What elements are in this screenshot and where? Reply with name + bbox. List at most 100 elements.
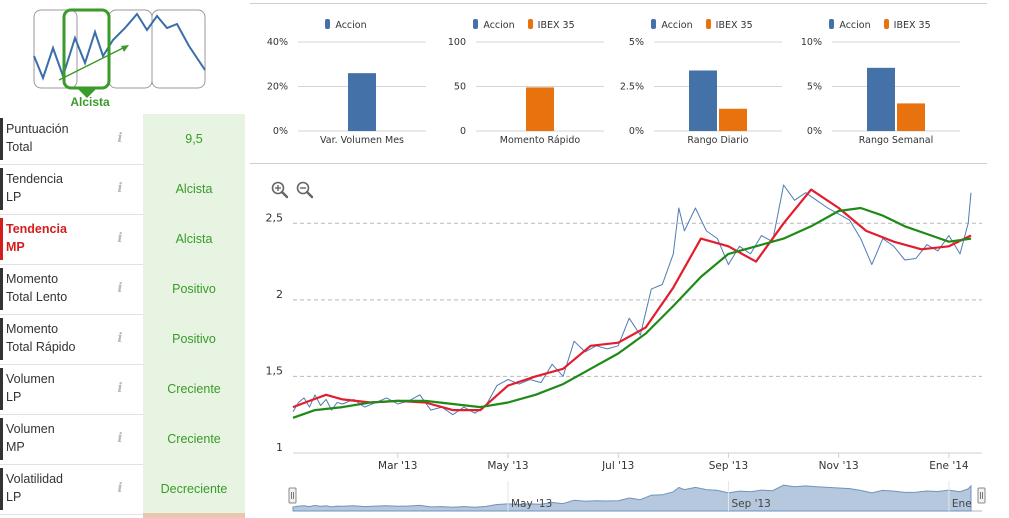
handle-body[interactable] (977, 487, 986, 504)
legend-swatch (527, 19, 533, 29)
y-tick-label: 0% (273, 126, 288, 137)
navigator-handle-left[interactable] (288, 487, 297, 504)
legend-ibex[interactable]: IBEX 35 (883, 19, 931, 31)
y-tick-label: 2 (276, 288, 283, 301)
row-marker (0, 218, 3, 260)
info-icon[interactable]: i (117, 481, 123, 496)
mini-xlabel: Rango Diario (687, 135, 749, 146)
legend-swatch (883, 19, 889, 29)
y-tick-label: 0% (807, 126, 822, 137)
indicator-row-volatilidad-lp: Volatilidad LP i Decreciente (0, 464, 245, 515)
y-tick-label: 100 (448, 37, 466, 48)
trend-sparkline (33, 12, 206, 81)
legend-accion[interactable]: Accion (473, 19, 515, 31)
info-icon[interactable]: i (117, 281, 123, 296)
y-tick-label: 2,5 (266, 211, 284, 224)
y-tick-label: 1 (276, 441, 283, 454)
bar-ibex[interactable] (526, 87, 554, 131)
row-marker (0, 168, 3, 210)
indicator-panel: Alcista Puntuación Total i 9,5 Tendencia L… (0, 0, 245, 518)
legend-swatch (325, 19, 331, 29)
row-marker (0, 318, 3, 360)
info-icon[interactable]: i (117, 131, 123, 146)
info-icon[interactable]: i (117, 231, 123, 246)
legend-ibex[interactable]: IBEX 35 (527, 19, 575, 31)
trend-pointer-icon (77, 88, 97, 98)
indicator-row-momento-lento: Momento Total Lento i Positivo (0, 264, 245, 315)
navigator-label: May '13 (511, 498, 552, 510)
y-tick-label: 2.5% (620, 82, 644, 93)
info-icon[interactable]: i (117, 431, 123, 446)
info-icon[interactable]: i (117, 181, 123, 196)
legend-ibex[interactable]: IBEX 35 (705, 19, 753, 31)
indicator-row-tendencia-lp: Tendencia LP i Alcista (0, 164, 245, 215)
trend-label: Alcista (70, 95, 110, 109)
row-marker (0, 418, 3, 460)
trend-selector[interactable] (33, 8, 207, 110)
mini-chart-momento-rapido: Accion IBEX 35 100 50 0 Momento Rápido (436, 14, 612, 154)
handle-body[interactable] (288, 487, 297, 504)
mid-rule (250, 163, 987, 164)
indicator-value: Alcista (143, 214, 245, 264)
y-tick-label: 5% (807, 82, 822, 93)
mini-legend: Accion IBEX 35 (792, 19, 968, 31)
mini-chart-svg: 10% 5% 0% (801, 37, 960, 137)
zoom-in-icon[interactable] (271, 181, 289, 199)
row-marker (0, 118, 3, 160)
legend-swatch (651, 19, 657, 29)
indicator-label: Momento Total Rápido (6, 322, 76, 354)
mini-chart-svg: 100 50 0 (448, 37, 604, 137)
indicator-row-volumen-lp: Volumen LP i Creciente (0, 364, 245, 415)
indicator-label: Tendencia LP (6, 172, 63, 204)
indicator-label: Volumen MP (6, 422, 55, 454)
legend-swatch (705, 19, 711, 29)
navigator-label: Sep '13 (731, 498, 770, 510)
x-tick-label: Ene '14 (929, 460, 969, 472)
mini-chart-svg: 5% 2.5% 0% (620, 37, 782, 137)
info-icon[interactable]: i (117, 381, 123, 396)
mini-xlabel: Var. Volumen Mes (319, 135, 405, 146)
indicator-label: Volumen LP (6, 372, 55, 404)
row-marker (0, 368, 3, 410)
bar-accion[interactable] (348, 73, 376, 131)
price-chart[interactable]: 2,5 2 1,5 1 Mar '13 May '13 Jul '13 Sep '13 Nov … (250, 165, 987, 518)
x-tick-label: Nov '13 (819, 460, 859, 472)
y-tick-label: 40% (267, 37, 288, 48)
indicator-value: Alcista (143, 164, 245, 214)
legend-swatch (473, 19, 479, 29)
indicator-value: Positivo (143, 314, 245, 364)
price-line[interactable] (292, 184, 972, 416)
y-tick-label: 10% (801, 37, 822, 48)
row-marker (0, 268, 3, 310)
bar-accion[interactable] (689, 70, 717, 131)
mini-chart-rango-diario: Accion IBEX 35 5% 2.5% 0% Rango Diario (614, 14, 790, 154)
y-tick-label: 50 (454, 82, 466, 93)
navigator-handle-right[interactable] (977, 487, 986, 504)
trend-card-otro[interactable] (151, 9, 206, 89)
bar-ibex[interactable] (719, 108, 747, 131)
indicator-value: 9,5 (143, 114, 245, 164)
indicator-value: Decreciente (143, 464, 245, 514)
info-icon[interactable]: i (117, 331, 123, 346)
mini-legend: Accion (258, 19, 434, 31)
indicator-value: Positivo (143, 264, 245, 314)
legend-accion[interactable]: Accion (829, 19, 871, 31)
indicator-row-volumen-mp: Volumen MP i Creciente (0, 414, 245, 465)
bar-accion[interactable] (867, 67, 895, 131)
zoom-out-icon[interactable] (296, 181, 314, 199)
mini-legend: Accion IBEX 35 (614, 19, 790, 31)
indicator-label: Puntuación Total (6, 122, 69, 154)
legend-accion[interactable]: Accion (651, 19, 693, 31)
x-tick-label: Jul '13 (601, 460, 634, 472)
indicator-label: Volatilidad LP (6, 472, 63, 504)
legend-accion[interactable]: Accion (325, 19, 367, 31)
top-rule (250, 3, 987, 4)
bar-ibex[interactable] (897, 103, 925, 131)
navigator-label: Ene (952, 498, 972, 510)
y-tick-label: 0 (460, 126, 466, 137)
next-row-stub (143, 513, 245, 518)
ma-long-line[interactable] (292, 206, 972, 419)
y-tick-label: 1,5 (266, 364, 284, 377)
indicator-value: Creciente (143, 364, 245, 414)
navigator-series (292, 484, 972, 512)
